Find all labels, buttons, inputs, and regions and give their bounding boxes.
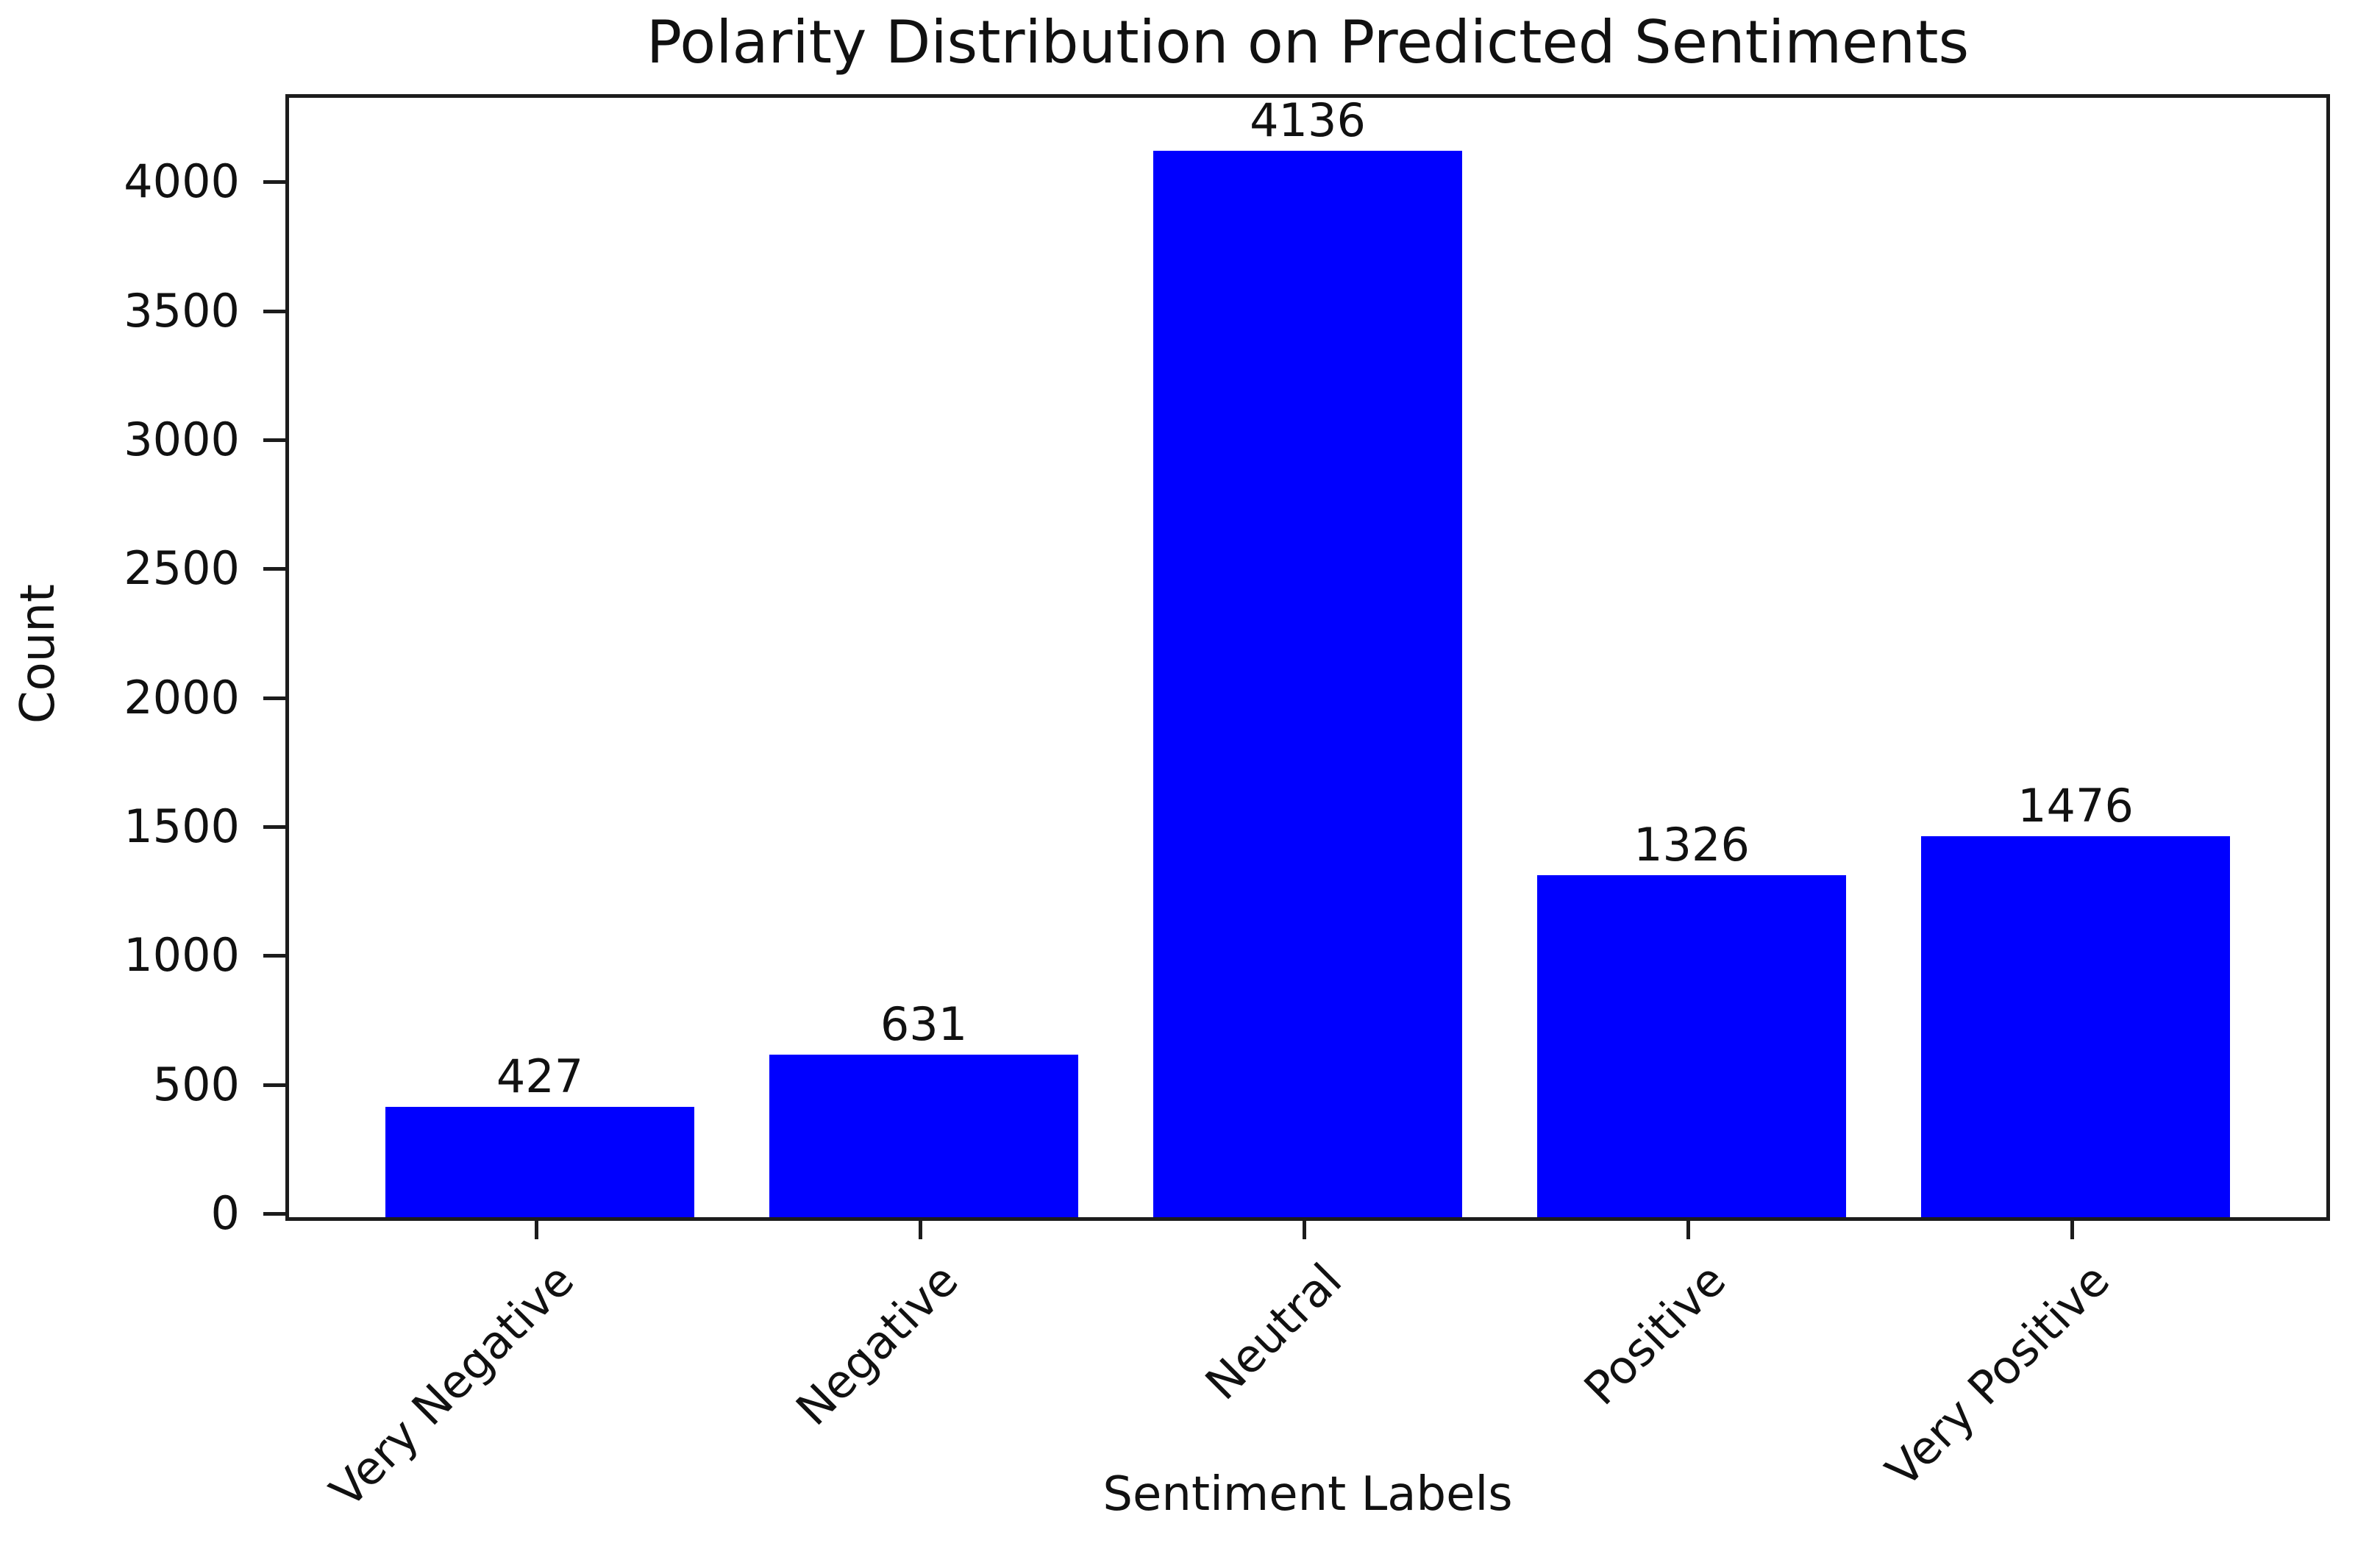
bar-value-label: 427 [496, 1050, 584, 1103]
x-tick-label: Very Positive [1875, 1252, 2120, 1497]
y-tick-mark [263, 180, 285, 184]
y-tick-mark [263, 1212, 285, 1216]
y-axis-label: Count [11, 583, 65, 724]
y-tick-label: 3500 [124, 284, 240, 338]
y-tick-label: 2500 [124, 541, 240, 595]
x-tick-mark [1686, 1217, 1690, 1239]
x-tick-mark [2070, 1217, 2074, 1239]
y-tick-label: 0 [210, 1186, 240, 1240]
y-tick-label: 4000 [124, 154, 240, 208]
bar-value-label: 631 [880, 997, 968, 1051]
bar-value-label: 1476 [2017, 779, 2134, 833]
x-tick-label: Very Negative [319, 1252, 585, 1518]
y-tick-mark [263, 310, 285, 313]
plot-area: 427 631 4136 1326 1476 [285, 94, 2330, 1221]
y-tick-mark [263, 954, 285, 958]
bar-negative [769, 1055, 1078, 1217]
x-axis-label: Sentiment Labels [1102, 1467, 1513, 1522]
bar-very-negative [385, 1107, 694, 1217]
y-tick-mark [263, 438, 285, 442]
y-tick-mark [263, 825, 285, 829]
bar-value-label: 4136 [1250, 93, 1366, 147]
y-tick-mark [263, 1083, 285, 1087]
y-tick-label: 1500 [124, 799, 240, 853]
bar-value-label: 1326 [1634, 818, 1750, 872]
bar-neutral [1153, 151, 1462, 1217]
x-tick-label: Positive [1573, 1252, 1736, 1416]
chart-title: Polarity Distribution on Predicted Senti… [646, 8, 1970, 76]
y-tick-label: 500 [152, 1058, 240, 1111]
x-tick-mark [919, 1217, 922, 1239]
y-tick-label: 1000 [124, 928, 240, 982]
y-tick-label: 2000 [124, 671, 240, 724]
x-tick-label: Neutral [1194, 1252, 1353, 1411]
y-tick-mark [263, 696, 285, 700]
y-tick-label: 3000 [124, 413, 240, 466]
x-tick-label: Negative [785, 1252, 969, 1436]
bar-positive [1537, 875, 1846, 1217]
x-tick-mark [535, 1217, 538, 1239]
y-tick-mark [263, 567, 285, 571]
bar-very-positive [1921, 836, 2230, 1217]
x-tick-mark [1303, 1217, 1306, 1239]
